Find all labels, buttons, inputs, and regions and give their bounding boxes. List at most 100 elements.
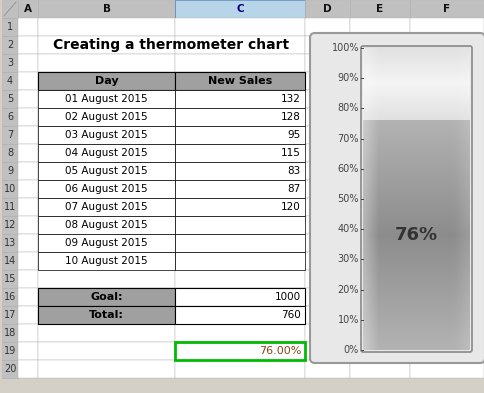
- Bar: [38, 108, 175, 126]
- Bar: [175, 252, 305, 270]
- Text: 03 August 2015: 03 August 2015: [65, 130, 148, 140]
- Bar: [305, 72, 350, 90]
- Text: 30%: 30%: [338, 254, 359, 264]
- Text: A: A: [24, 4, 32, 14]
- Bar: [18, 234, 38, 252]
- Bar: [38, 180, 175, 198]
- Bar: [175, 90, 305, 108]
- Bar: [175, 0, 305, 18]
- Bar: [18, 360, 38, 378]
- Bar: [350, 234, 410, 252]
- Bar: [350, 198, 410, 216]
- Text: 120: 120: [281, 202, 301, 212]
- Text: 17: 17: [4, 310, 16, 320]
- Text: New Sales: New Sales: [208, 76, 272, 86]
- Bar: [175, 360, 305, 378]
- Bar: [410, 36, 484, 54]
- Bar: [2, 270, 18, 288]
- Bar: [410, 162, 484, 180]
- Bar: [305, 288, 350, 306]
- Bar: [38, 126, 175, 144]
- Bar: [18, 342, 38, 360]
- Bar: [175, 162, 305, 180]
- Bar: [350, 18, 410, 36]
- Bar: [2, 234, 18, 252]
- Bar: [175, 144, 305, 162]
- Bar: [38, 162, 175, 180]
- Bar: [175, 216, 305, 234]
- Text: 90%: 90%: [338, 73, 359, 83]
- Text: 18: 18: [4, 328, 16, 338]
- Bar: [175, 162, 305, 180]
- Bar: [305, 306, 350, 324]
- Bar: [38, 234, 175, 252]
- Bar: [2, 306, 18, 324]
- Bar: [38, 198, 175, 216]
- Bar: [18, 126, 38, 144]
- Text: 20: 20: [4, 364, 16, 374]
- Bar: [38, 180, 175, 198]
- Bar: [38, 360, 175, 378]
- Text: Total:: Total:: [89, 310, 124, 320]
- Bar: [350, 360, 410, 378]
- Bar: [410, 0, 484, 18]
- Bar: [175, 234, 305, 252]
- Bar: [410, 180, 484, 198]
- Bar: [38, 216, 175, 234]
- Bar: [410, 54, 484, 72]
- Text: 13: 13: [4, 238, 16, 248]
- Text: 01 August 2015: 01 August 2015: [65, 94, 148, 104]
- Bar: [350, 180, 410, 198]
- Bar: [175, 126, 305, 144]
- Bar: [2, 252, 18, 270]
- Bar: [305, 216, 350, 234]
- Text: 05 August 2015: 05 August 2015: [65, 166, 148, 176]
- Text: 7: 7: [7, 130, 13, 140]
- Text: 16: 16: [4, 292, 16, 302]
- Text: F: F: [443, 4, 451, 14]
- Bar: [38, 288, 175, 306]
- Bar: [38, 306, 175, 324]
- Bar: [38, 18, 175, 36]
- Bar: [18, 180, 38, 198]
- Bar: [2, 324, 18, 342]
- Bar: [305, 54, 350, 72]
- Bar: [18, 18, 38, 36]
- Text: 83: 83: [288, 166, 301, 176]
- Bar: [38, 198, 175, 216]
- Bar: [38, 144, 175, 162]
- Text: 09 August 2015: 09 August 2015: [65, 238, 148, 248]
- Text: 3: 3: [7, 58, 13, 68]
- Text: 04 August 2015: 04 August 2015: [65, 148, 148, 158]
- Text: 1: 1: [7, 22, 13, 32]
- Bar: [175, 342, 305, 360]
- Bar: [38, 72, 175, 90]
- Bar: [2, 90, 18, 108]
- Bar: [305, 270, 350, 288]
- Bar: [175, 126, 305, 144]
- Text: C: C: [236, 4, 244, 14]
- Bar: [350, 270, 410, 288]
- Text: 76%: 76%: [395, 226, 438, 244]
- Bar: [2, 144, 18, 162]
- Text: 2: 2: [7, 40, 13, 50]
- Bar: [2, 72, 18, 90]
- Text: B: B: [103, 4, 110, 14]
- Text: 60%: 60%: [338, 164, 359, 174]
- Bar: [175, 216, 305, 234]
- Bar: [175, 54, 305, 72]
- Bar: [350, 36, 410, 54]
- Bar: [410, 342, 484, 360]
- Bar: [2, 162, 18, 180]
- Bar: [175, 270, 305, 288]
- Bar: [175, 108, 305, 126]
- Text: 06 August 2015: 06 August 2015: [65, 184, 148, 194]
- Bar: [38, 252, 175, 270]
- Text: 8: 8: [7, 148, 13, 158]
- Bar: [305, 234, 350, 252]
- Text: 10%: 10%: [338, 315, 359, 325]
- Bar: [410, 270, 484, 288]
- Bar: [38, 0, 175, 18]
- Text: 50%: 50%: [337, 194, 359, 204]
- Bar: [38, 288, 175, 306]
